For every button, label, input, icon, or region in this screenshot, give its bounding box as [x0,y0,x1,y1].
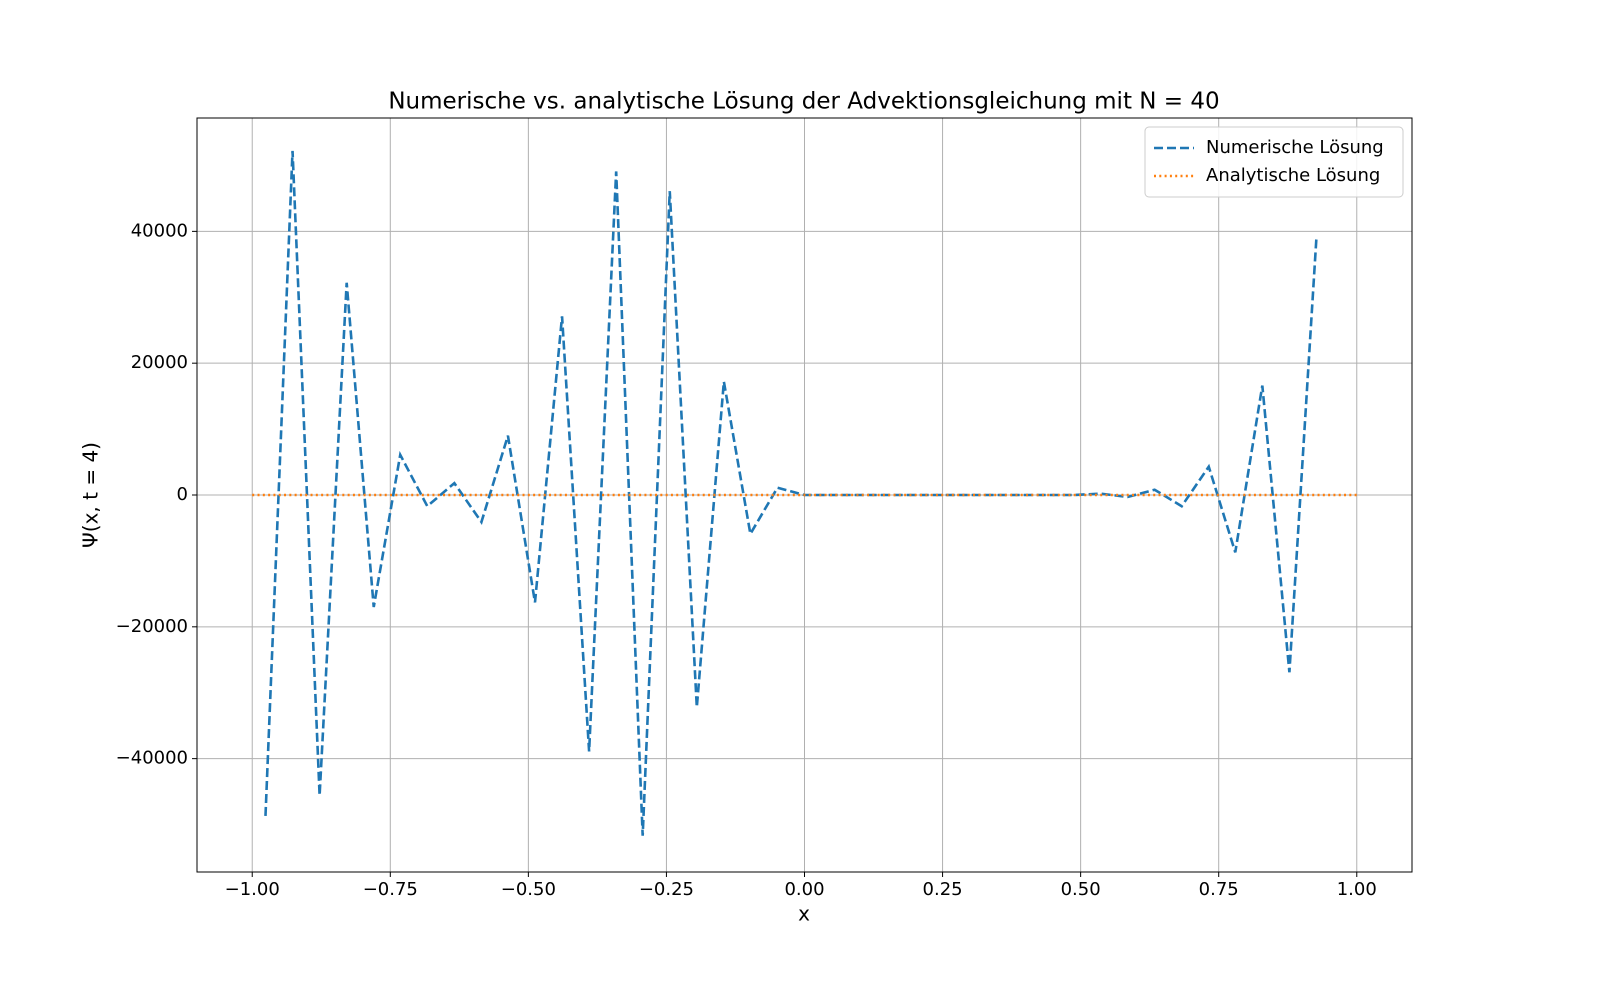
chart-title: Numerische vs. analytische Lösung der Ad… [388,89,1219,115]
x-tick-label: −0.50 [501,879,556,900]
plot-area [252,150,1357,836]
y-tick-label: 20000 [131,352,188,373]
y-tick-label: 40000 [131,220,188,241]
plot-frame [196,117,1413,873]
x-axis-label: x [798,902,810,926]
x-tick-label: −0.75 [363,879,418,900]
x-tick-label: 1.00 [1337,879,1377,900]
y-axis-label: Ψ(x, t = 4) [79,442,103,548]
y-tick-label: −40000 [116,748,188,769]
y-tick-label: −20000 [116,616,188,637]
x-tick-label: −0.25 [639,879,694,900]
y-tick-label: 0 [177,484,188,505]
legend-label: Analytische Lösung [1206,165,1380,186]
x-tick-label: 0.00 [784,879,824,900]
x-tick-label: 0.25 [923,879,963,900]
legend-box [1144,126,1404,198]
x-tick-label: 0.75 [1199,879,1239,900]
x-tick-label: 0.50 [1061,879,1101,900]
series-line [264,150,1318,836]
x-tick-label: −1.00 [225,879,280,900]
legend-label: Numerische Lösung [1206,137,1384,158]
